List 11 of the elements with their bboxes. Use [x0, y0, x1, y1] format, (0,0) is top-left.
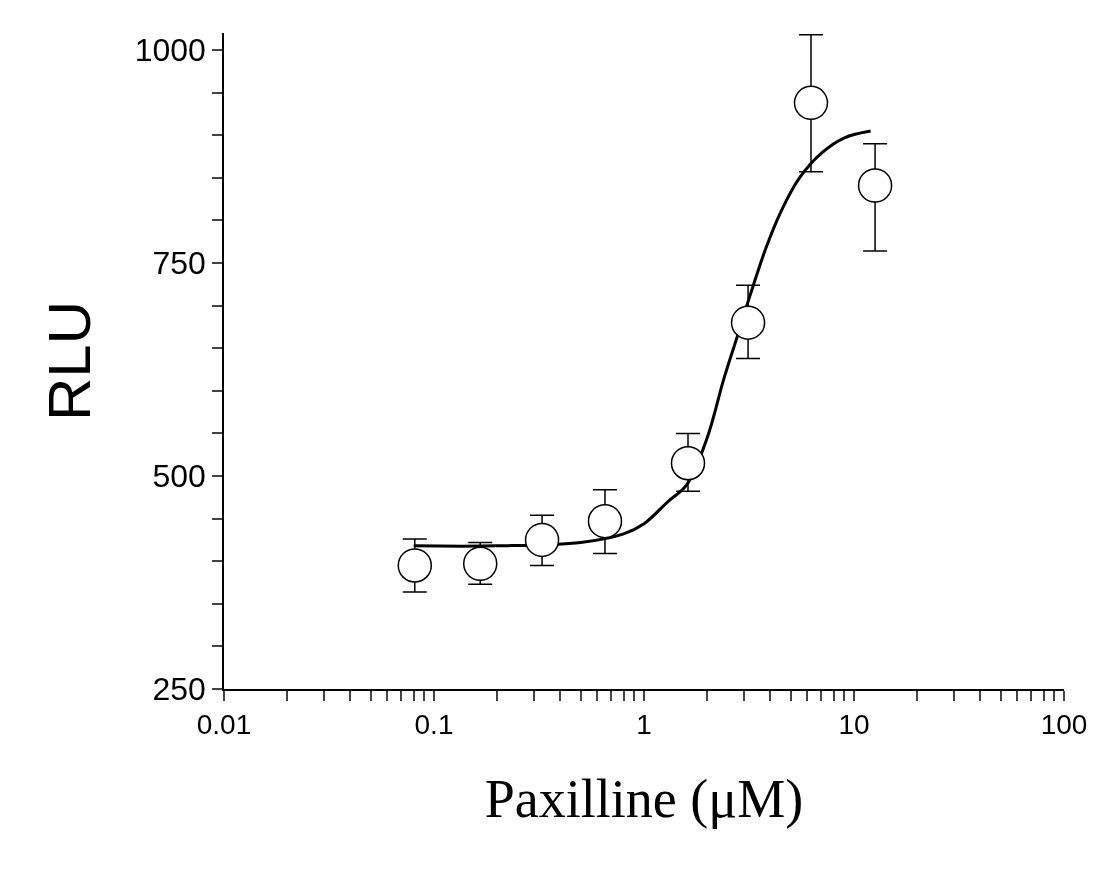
y-tick-label: 750	[152, 245, 206, 282]
y-axis-title: RLU	[35, 300, 103, 422]
y-tick-label: 1000	[134, 32, 206, 69]
x-tick-label: 100	[1040, 709, 1088, 741]
y-tick-label: 500	[152, 458, 206, 495]
x-tick-label: 0.1	[414, 709, 454, 741]
x-tick-label: 0.01	[196, 709, 252, 741]
x-tick-label: 1	[636, 709, 652, 741]
y-tick-label: 250	[152, 671, 206, 708]
x-axis-title: Paxilline (μM)	[484, 769, 804, 830]
x-tick-label: 10	[838, 709, 870, 741]
